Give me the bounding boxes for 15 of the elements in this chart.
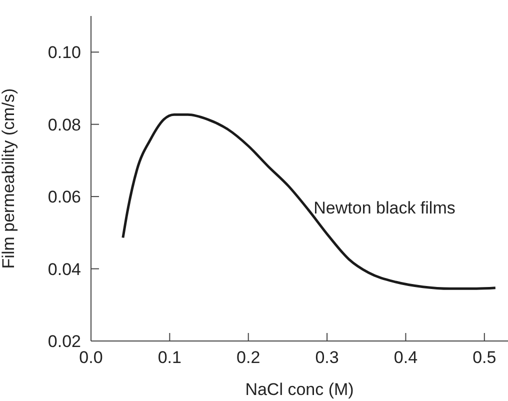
x-axis-title: NaCl conc (M) xyxy=(245,380,354,399)
x-tick-label: 0.2 xyxy=(236,348,260,368)
line-series xyxy=(122,113,497,290)
annotation: Newton black films xyxy=(314,198,456,218)
y-tick-label: 0.08 xyxy=(48,115,81,134)
y-axis-title: Film permeability (cm/s) xyxy=(0,88,18,269)
y-tick-label: 0.06 xyxy=(48,188,81,207)
x-tick-label: 0.0 xyxy=(79,348,103,368)
y-tick-label: 0.04 xyxy=(48,260,81,279)
y-tick-label: 0.10 xyxy=(48,43,81,62)
x-tick-label: 0.1 xyxy=(158,348,182,368)
x-tick-label: 0.5 xyxy=(472,348,496,368)
x-tick-label: 0.4 xyxy=(394,348,418,368)
x-tick-label: 0.3 xyxy=(315,348,339,368)
y-tick-label: 0.02 xyxy=(48,332,81,352)
